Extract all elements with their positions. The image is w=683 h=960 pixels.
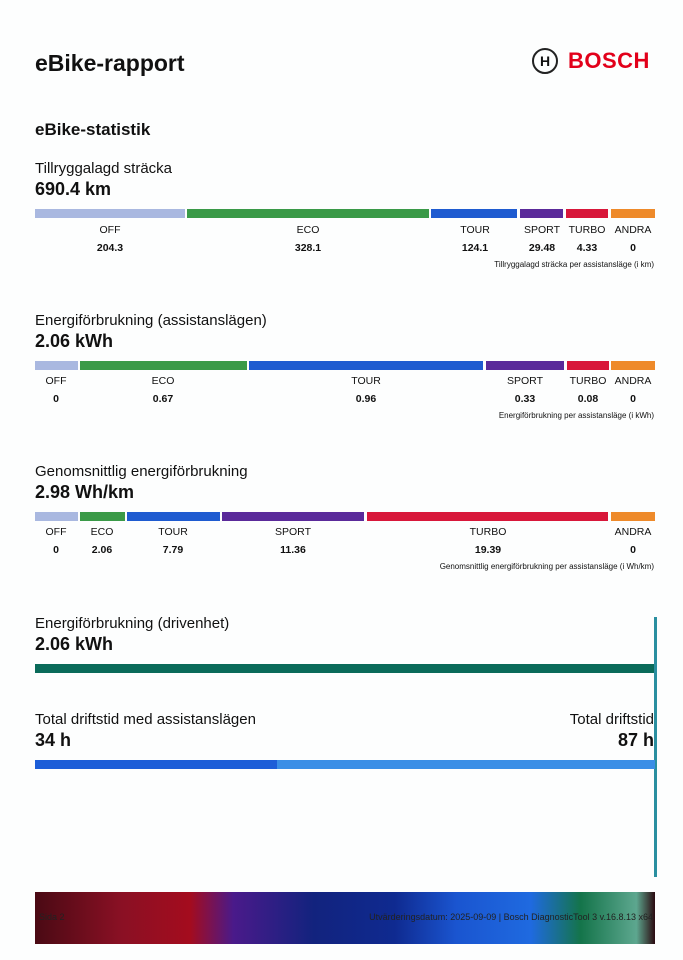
footer-info: Utvärderingsdatum: 2025-09-09 | Bosch Di… — [369, 912, 653, 922]
segment-sport — [222, 512, 364, 521]
segment-off — [35, 209, 185, 218]
mode-label: TURBO — [569, 375, 607, 387]
assist-time-value: 34 h — [35, 730, 72, 750]
mode-value: 328.1 — [294, 242, 322, 254]
report-title: eBike-rapport — [35, 50, 185, 76]
mode-value: 11.36 — [280, 544, 306, 556]
segment-off — [35, 512, 78, 521]
mode-value: 0.08 — [577, 393, 599, 405]
segment-eco — [80, 361, 247, 370]
segment-turbo — [567, 361, 609, 370]
segment-eco — [187, 209, 429, 218]
segment-turbo — [566, 209, 608, 218]
mode-value: 0.67 — [152, 393, 174, 405]
segment-eco — [80, 512, 125, 521]
segment-sport — [486, 361, 564, 370]
page-edge — [654, 617, 657, 877]
avg-caption: Genomsnittlig energiförbrukning per assi… — [439, 562, 654, 571]
segment-andra — [611, 209, 655, 218]
drive-value: 2.06 kWh — [35, 634, 114, 654]
footer: Sida 2 Utvärderingsdatum: 2025-09-09 | B… — [35, 892, 655, 944]
segment-off — [35, 361, 78, 370]
mode-label: ECO — [151, 375, 175, 387]
segment-tour — [249, 361, 483, 370]
distance-bar — [35, 209, 655, 218]
mode-value: 204.3 — [96, 242, 124, 254]
distance-value: 690.4 km — [35, 179, 112, 199]
mode-label: ECO — [296, 224, 320, 236]
assist-time-title: Total driftstid med assistanslägen — [35, 711, 256, 728]
mode-value: 124.1 — [461, 242, 489, 254]
mode-label: TOUR — [158, 526, 188, 538]
segment-tour — [431, 209, 517, 218]
mode-value: 0 — [630, 242, 636, 254]
time-bar — [35, 760, 655, 769]
section-title: eBike-statistik — [35, 120, 151, 139]
total-time-value: 87 h — [617, 730, 654, 750]
drive-title: Energiförbrukning (drivenhet) — [35, 615, 230, 632]
mode-label: SPORT — [275, 526, 311, 538]
segment-turbo — [367, 512, 608, 521]
avg-bar — [35, 512, 655, 521]
mode-value: 0 — [53, 544, 59, 556]
segment-andra — [611, 512, 655, 521]
mode-value: 0 — [630, 544, 636, 556]
avg-value: 2.98 Wh/km — [35, 482, 135, 502]
total-time-title: Total driftstid — [569, 711, 654, 728]
energy-bar — [35, 361, 655, 370]
energy-value: 2.06 kWh — [35, 331, 114, 351]
assist-time-fill — [35, 760, 277, 769]
distance-title: Tillryggalagd sträcka — [35, 160, 172, 177]
mode-value: 2.06 — [91, 544, 113, 556]
segment-tour — [127, 512, 220, 521]
mode-label: TOUR — [351, 375, 381, 387]
mode-label: ANDRA — [614, 375, 652, 387]
mode-label: OFF — [99, 224, 121, 236]
mode-value: 4.33 — [576, 242, 598, 254]
energy-title: Energiförbrukning (assistanslägen) — [35, 312, 267, 329]
avg-title: Genomsnittlig energiförbrukning — [35, 463, 248, 480]
segment-andra — [611, 361, 655, 370]
mode-value: 0 — [53, 393, 59, 405]
segment-sport — [520, 209, 563, 218]
mode-label: SPORT — [507, 375, 543, 387]
bosch-armature-icon: H — [532, 48, 558, 74]
bosch-logo: H BOSCH — [532, 48, 650, 74]
mode-value: 7.79 — [162, 544, 184, 556]
mode-value: 19.39 — [474, 544, 502, 556]
mode-label: TURBO — [568, 224, 606, 236]
mode-label: TOUR — [460, 224, 490, 236]
mode-label: ANDRA — [614, 526, 652, 538]
distance-caption: Tillryggalagd sträcka per assistansläge … — [494, 260, 654, 269]
mode-label: OFF — [45, 526, 67, 538]
mode-label: ECO — [90, 526, 114, 538]
mode-value: 0.96 — [355, 393, 377, 405]
mode-value: 29.48 — [528, 242, 556, 254]
page-number: Sida 2 — [39, 912, 65, 922]
mode-label: OFF — [45, 375, 67, 387]
drive-bar — [35, 664, 655, 673]
mode-label: SPORT — [524, 224, 560, 236]
mode-value: 0 — [630, 393, 636, 405]
mode-value: 0.33 — [514, 393, 536, 405]
mode-label: TURBO — [469, 526, 507, 538]
mode-label: ANDRA — [614, 224, 652, 236]
energy-caption: Energiförbrukning per assistansläge (i k… — [498, 411, 654, 420]
